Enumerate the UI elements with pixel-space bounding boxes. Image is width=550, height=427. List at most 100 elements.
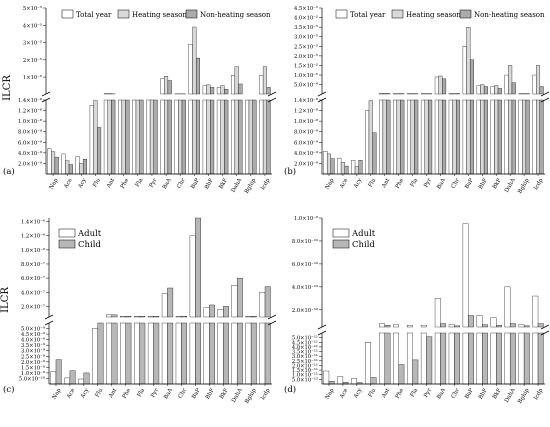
y-tick-label: 6.0×10⁻⁹: [294, 140, 318, 146]
x-tick-label: Phe: [395, 178, 405, 190]
bar: [469, 59, 474, 95]
legend-label: Total year: [76, 11, 112, 19]
y-tick-label: 1.0×10⁻⁸: [294, 119, 318, 125]
bar: [379, 323, 385, 328]
bar: [167, 80, 172, 95]
x-tick-label: Pyr: [150, 387, 160, 398]
bar: [106, 322, 112, 385]
bar: [523, 325, 530, 328]
x-tick-label: BbF: [478, 387, 489, 400]
panel-label: (a): [3, 166, 15, 177]
y-tick-label: 4.0×10⁻⁹: [21, 338, 45, 344]
bar: [490, 317, 497, 328]
legend-label: Non-heating season: [200, 11, 271, 19]
y-axis-title: ILCR: [2, 75, 13, 101]
bar: [539, 86, 544, 95]
y-tick-label: 2.0×10⁻⁹: [294, 161, 318, 167]
bar: [476, 315, 483, 328]
bar: [61, 153, 66, 175]
bar: [188, 44, 193, 95]
legend-label: Child: [352, 240, 375, 250]
bar: [518, 332, 525, 385]
bar: [202, 99, 207, 175]
bar: [384, 332, 391, 385]
bar: [206, 84, 211, 95]
y-tick-label: 4.0×10⁻⁹: [18, 151, 42, 157]
y-tick-label: 8.0×10⁻⁷: [21, 262, 45, 268]
panel-label: (b): [284, 166, 296, 177]
bar: [181, 316, 188, 318]
bar: [509, 332, 516, 385]
bar: [167, 99, 172, 175]
y-tick-label: 1.2×10⁻⁸: [294, 109, 318, 115]
bar: [153, 99, 158, 175]
y-tick-label: 1.2×10⁻⁸: [18, 109, 42, 115]
bar: [147, 316, 154, 318]
x-tick-label: DahA: [504, 177, 517, 194]
bar: [65, 160, 70, 175]
bar: [508, 99, 513, 175]
bar: [181, 99, 186, 175]
bar: [494, 85, 499, 95]
bar: [64, 377, 71, 385]
bar: [532, 74, 537, 95]
axis-break-mark: [267, 97, 277, 103]
bar: [454, 332, 461, 385]
bar: [54, 156, 59, 175]
x-tick-label: Fla: [409, 177, 419, 188]
bar: [245, 316, 252, 318]
x-tick-label: Phe: [122, 388, 132, 400]
bar: [50, 371, 57, 385]
bar: [490, 99, 495, 175]
x-tick-label: DahA: [504, 387, 517, 404]
x-tick-label: Icdp: [260, 177, 272, 191]
bar: [167, 322, 174, 385]
axis-break-mark: [540, 330, 550, 336]
bar: [139, 316, 146, 318]
bar: [379, 332, 385, 385]
bar: [462, 99, 467, 175]
x-tick-label: Ant: [381, 387, 392, 400]
y-tick-label: 1.0×10⁻⁸: [18, 119, 42, 125]
x-tick-label: BaP: [464, 177, 475, 190]
bar: [83, 372, 90, 385]
bar: [69, 370, 76, 385]
bar: [135, 99, 140, 175]
bar: [178, 99, 183, 175]
bar: [164, 76, 169, 95]
bar: [393, 324, 399, 328]
bar: [174, 99, 179, 175]
bar: [504, 74, 509, 95]
x-tick-label: BaA: [162, 177, 173, 191]
x-tick-label: Acy: [77, 177, 88, 190]
legend-swatch: [391, 9, 404, 19]
y-tick-label: 5.0×10⁻⁹: [21, 327, 45, 333]
bar: [497, 88, 502, 95]
bar: [434, 332, 441, 385]
x-tick-label: BaA: [436, 387, 447, 401]
y-tick-label: 1.5×10⁻⁵: [294, 63, 318, 69]
bar: [259, 292, 266, 318]
bar: [195, 217, 201, 318]
x-tick-label: BaA: [163, 387, 174, 401]
y-tick-label: 2.0×10⁻⁵: [294, 54, 318, 60]
y-tick-label: 8.0×10⁻⁹: [294, 130, 318, 136]
bar: [504, 332, 511, 385]
y-tick-label: 2.0×10⁻⁹: [21, 360, 45, 366]
x-tick-label: Nap: [49, 177, 60, 190]
bar: [438, 99, 443, 175]
bar: [482, 332, 488, 385]
y-tick-label: 2.0×10⁻⁷: [21, 304, 45, 310]
x-tick-label: Ace: [339, 388, 350, 401]
y-tick-label: 1.5×10⁻¹¹: [292, 368, 318, 374]
bar: [259, 99, 264, 175]
legend-label: Heating season: [406, 11, 461, 19]
bar: [532, 99, 537, 175]
bar: [47, 148, 52, 175]
chart-panel-d: 5.0×10⁻¹²1.0×10⁻¹¹1.5×10⁻¹¹2.0×10⁻¹¹2.5×…: [284, 216, 550, 405]
x-tick-label: Pyr: [423, 177, 433, 188]
bar: [224, 88, 229, 95]
x-tick-label: Flu: [368, 387, 378, 398]
bar: [537, 332, 544, 385]
bar: [466, 26, 471, 95]
